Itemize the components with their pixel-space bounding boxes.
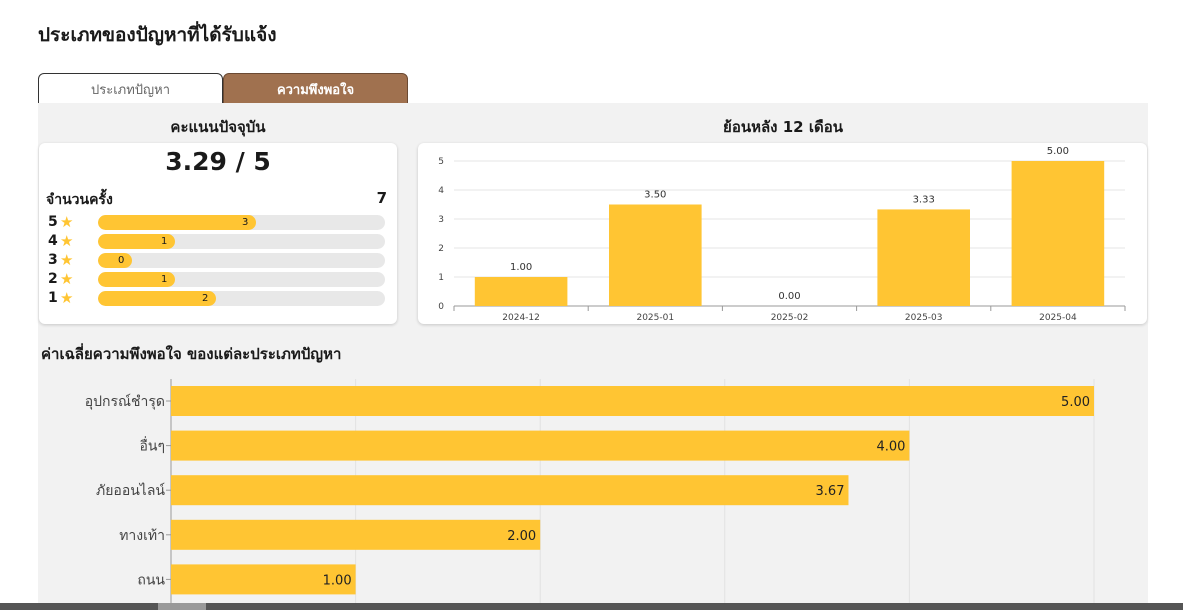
- average-bar: [171, 430, 910, 461]
- history-bar-chart: 0 1 2 3 4 5 1.00 2024-12 3.50 2025-01 0.00 2025-02 3…: [438, 146, 1126, 323]
- rating-bar-track: 3: [98, 215, 385, 230]
- rating-stars-label: 3: [48, 252, 58, 268]
- history-title: ย้อนหลัง 12 เดือน: [723, 118, 843, 136]
- current-score-card: 3.29 / 5 จำนวนครั้ง 7 5 ★ 3 4 ★ 1 3 ★ 0 2 ★ 1 1 ★ 2: [39, 143, 397, 324]
- rating-row: 3 ★ 0: [48, 252, 393, 269]
- rating-bar-fill: [98, 215, 256, 230]
- rating-row: 5 ★ 3: [48, 214, 393, 231]
- average-bar: [171, 519, 541, 550]
- x-tick-label: 2025-04: [1039, 313, 1077, 323]
- rating-stars-label: 2: [48, 271, 58, 287]
- y-tick-label: 2: [438, 244, 444, 254]
- tab-problem-type[interactable]: ประเภทปัญหา: [38, 73, 223, 105]
- average-value-label: 2.00: [507, 529, 536, 544]
- category-label: อุปกรณ์ชำรุด: [85, 393, 165, 410]
- rating-count: 0: [118, 255, 125, 266]
- rating-bar-fill: [98, 234, 175, 249]
- rating-stars-label: 4: [48, 233, 58, 249]
- y-tick-label: 1: [438, 273, 444, 283]
- rating-bar-fill: [98, 291, 216, 306]
- average-value-label: 5.00: [1061, 395, 1090, 410]
- category-label: ทางเท้า: [119, 528, 165, 544]
- score-value: 3.29 / 5: [165, 147, 271, 176]
- history-value-label: 3.50: [644, 190, 666, 201]
- satisfaction-panel: คะแนนปัจจุบัน ย้อนหลัง 12 เดือน 3.29 / 5…: [38, 103, 1148, 610]
- tab-satisfaction[interactable]: ความพึงพอใจ: [223, 73, 408, 105]
- horizontal-scrollbar[interactable]: [0, 603, 1183, 610]
- history-bar: [474, 277, 568, 306]
- rating-stars-label: 1: [48, 290, 58, 306]
- average-value-label: 3.67: [816, 484, 845, 499]
- star-icon: ★: [60, 270, 74, 288]
- scrollbar-thumb[interactable]: [158, 603, 206, 610]
- star-icon: ★: [60, 213, 74, 231]
- x-tick-label: 2025-01: [636, 313, 674, 323]
- average-bar-chart: 5.00 อุปกรณ์ชำรุด 4.00 อื่นๆ 3.67 ภัยออนไลน์ 2…: [85, 379, 1095, 605]
- category-label: ถนน: [137, 572, 165, 588]
- average-value-label: 1.00: [323, 573, 352, 588]
- history-value-label: 0.00: [778, 291, 800, 302]
- average-bar: [171, 475, 849, 506]
- average-value-label: 4.00: [876, 440, 905, 455]
- average-bar: [171, 564, 356, 595]
- rating-bar-fill: [98, 272, 175, 287]
- history-bar: [609, 204, 702, 306]
- x-tick-label: 2024-12: [502, 313, 540, 323]
- rating-row: 4 ★ 1: [48, 233, 393, 250]
- rating-row: 1 ★ 2: [48, 290, 393, 307]
- category-label: อื่นๆ: [140, 437, 166, 455]
- category-label: ภัยออนไลน์: [96, 482, 165, 499]
- average-title: ค่าเฉลี่ยความพึงพอใจ ของแต่ละประเภทปัญหา: [41, 345, 342, 363]
- history-value-label: 1.00: [510, 262, 532, 273]
- average-bar: [171, 386, 1094, 416]
- history-value-label: 3.33: [913, 194, 935, 205]
- tab-bar: ประเภทปัญหา ความพึงพอใจ: [38, 73, 408, 105]
- rating-count: 3: [242, 217, 249, 228]
- y-tick-label: 4: [438, 186, 444, 196]
- history-bar: [1011, 161, 1105, 306]
- history-bar: [877, 209, 970, 306]
- x-tick-label: 2025-02: [771, 313, 809, 323]
- rating-count: 1: [161, 236, 168, 247]
- history-chart-card: 0 1 2 3 4 5 1.00 2024-12 3.50 2025-01 0.00 2025-02 3…: [418, 143, 1147, 324]
- rating-bar-track: 2: [98, 291, 385, 306]
- page-title: ประเภทของปัญหาที่ได้รับแจ้ง: [38, 24, 277, 46]
- rating-stars-label: 5: [48, 214, 58, 230]
- rating-bar-track: 0: [98, 253, 385, 268]
- star-icon: ★: [60, 289, 74, 307]
- x-tick-label: 2025-03: [905, 313, 943, 323]
- rating-count: 1: [161, 274, 168, 285]
- star-icon: ★: [60, 232, 74, 250]
- rating-row: 2 ★ 1: [48, 271, 393, 288]
- star-icon: ★: [60, 251, 74, 269]
- y-tick-label: 3: [438, 215, 444, 225]
- rating-bar-fill: [98, 253, 132, 268]
- y-tick-label: 5: [438, 157, 444, 167]
- rating-count: 2: [202, 293, 209, 304]
- history-value-label: 5.00: [1047, 146, 1069, 157]
- y-tick-label: 0: [438, 302, 444, 312]
- current-score-title: คะแนนปัจจุบัน: [170, 118, 266, 136]
- rating-bar-track: 1: [98, 234, 385, 249]
- count-label: จำนวนครั้ง: [46, 192, 113, 208]
- rating-bar-track: 1: [98, 272, 385, 287]
- count-value: 7: [376, 189, 387, 207]
